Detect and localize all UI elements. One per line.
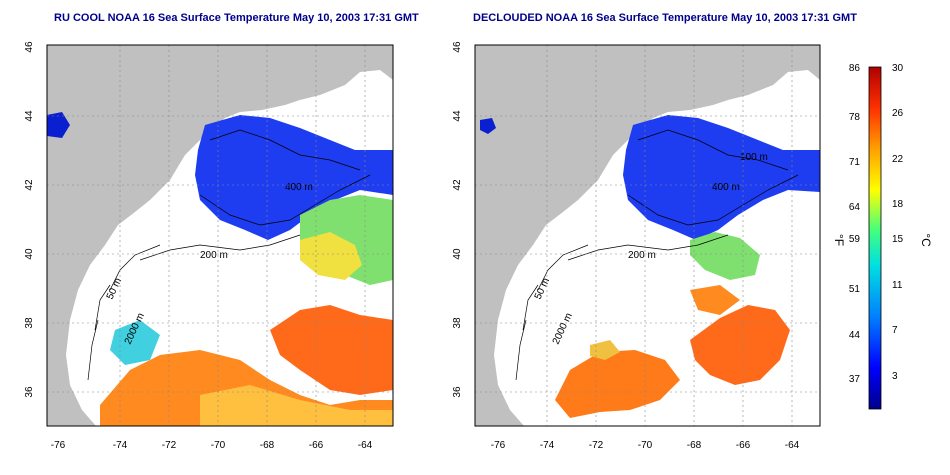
celsius-tick-label: 11	[892, 280, 903, 291]
x-axis-ticks: -76 -74 -72 -70 -68 -66 -64	[491, 440, 800, 451]
yellow-water-patch	[590, 340, 620, 360]
x-tick-label: -68	[687, 440, 702, 451]
contour-label-400: 400 m	[712, 182, 740, 193]
land-mass	[47, 45, 393, 426]
x-tick-label: -74	[113, 440, 128, 451]
celsius-ticks: 30 26 22 18 15 11 7 3	[892, 63, 904, 382]
fahrenheit-ticks: 86 78 71 64 59 51 44 37	[849, 63, 861, 385]
celsius-tick-label: 30	[892, 63, 904, 74]
y-tick-label: 36	[452, 386, 463, 398]
y-axis-ticks: 46 44 42 40 38 36	[452, 41, 463, 398]
y-axis-ticks: 46 44 42 40 38 36	[24, 41, 35, 398]
fahrenheit-tick-label: 78	[849, 112, 861, 123]
mixed-water-south	[200, 385, 393, 426]
warm-water-region	[270, 305, 393, 395]
y-tick-label: 36	[24, 386, 35, 398]
graticule	[475, 45, 820, 426]
cool-water-region	[690, 232, 760, 280]
x-tick-label: -68	[260, 440, 275, 451]
x-tick-label: -64	[785, 440, 800, 451]
warm-water-patch	[690, 285, 740, 315]
y-tick-label: 46	[452, 41, 463, 53]
contour-label-100: 100 m	[740, 152, 768, 163]
map-panel-raw: 400 m 200 m 50 m 2000 m -76 -74 -72 -70 …	[24, 41, 394, 451]
fahrenheit-tick-label: 71	[849, 157, 861, 168]
contour-label-200: 200 m	[200, 250, 228, 261]
x-tick-label: -70	[211, 440, 226, 451]
cold-water-patch	[480, 118, 496, 134]
panel-title-declouded: DECLOUDED NOAA 16 Sea Surface Temperatur…	[473, 12, 857, 24]
temperature-colorbar: 86 78 71 64 59 51 44 37 30 26 22 18 15 1…	[832, 63, 933, 410]
panel-frame	[46, 44, 394, 427]
fahrenheit-tick-label: 64	[849, 202, 861, 213]
celsius-tick-label: 18	[892, 199, 904, 210]
x-tick-label: -66	[309, 440, 324, 451]
x-tick-label: -76	[491, 440, 506, 451]
x-tick-label: -72	[589, 440, 604, 451]
land-mass	[475, 45, 820, 426]
x-tick-label: -72	[162, 440, 177, 451]
cold-water-region	[623, 115, 820, 240]
x-axis-ticks: -76 -74 -72 -70 -68 -66 -64	[51, 440, 373, 451]
y-tick-label: 40	[24, 248, 35, 260]
y-tick-label: 46	[24, 41, 35, 53]
fahrenheit-tick-label: 37	[849, 374, 861, 385]
x-tick-label: -76	[51, 440, 66, 451]
y-tick-label: 44	[24, 110, 35, 122]
panel-frame	[474, 44, 821, 427]
y-tick-label: 42	[452, 179, 463, 191]
contour-label-400: 400 m	[285, 182, 313, 193]
fahrenheit-tick-label: 44	[849, 330, 861, 341]
y-tick-label: 38	[452, 317, 463, 329]
fahrenheit-tick-label: 51	[849, 284, 861, 295]
warm-water-region	[690, 305, 790, 385]
yellow-water-region	[300, 232, 362, 280]
cold-water-region	[195, 115, 393, 240]
x-tick-label: -66	[736, 440, 751, 451]
celsius-tick-label: 22	[892, 154, 904, 165]
x-tick-label: -74	[540, 440, 555, 451]
contour-label-200: 200 m	[628, 250, 656, 261]
fahrenheit-tick-label: 59	[849, 234, 861, 245]
warm-water-south	[555, 350, 680, 418]
celsius-unit-label: °C	[919, 233, 933, 247]
celsius-tick-label: 26	[892, 108, 904, 119]
y-tick-label: 44	[452, 110, 463, 122]
cold-water-patch	[47, 112, 70, 138]
bathymetry-contours	[515, 129, 799, 381]
y-tick-label: 40	[452, 248, 463, 260]
graticule	[47, 45, 393, 426]
celsius-tick-label: 15	[892, 234, 904, 245]
fahrenheit-tick-label: 86	[849, 63, 861, 74]
y-tick-label: 42	[24, 179, 35, 191]
celsius-tick-label: 7	[892, 325, 898, 336]
map-panel-declouded: 400 m 200 m 50 m 2000 m 100 m -76 -74 -7…	[452, 41, 821, 451]
colorbar-gradient	[868, 66, 882, 410]
celsius-tick-label: 3	[892, 371, 898, 382]
panel-title-raw: RU COOL NOAA 16 Sea Surface Temperature …	[54, 12, 419, 24]
cyan-water-patch	[110, 320, 160, 365]
bathymetry-contours	[87, 129, 371, 381]
y-tick-label: 38	[24, 317, 35, 329]
fahrenheit-unit-label: °F	[832, 234, 846, 246]
x-tick-label: -70	[638, 440, 653, 451]
x-tick-label: -64	[358, 440, 373, 451]
